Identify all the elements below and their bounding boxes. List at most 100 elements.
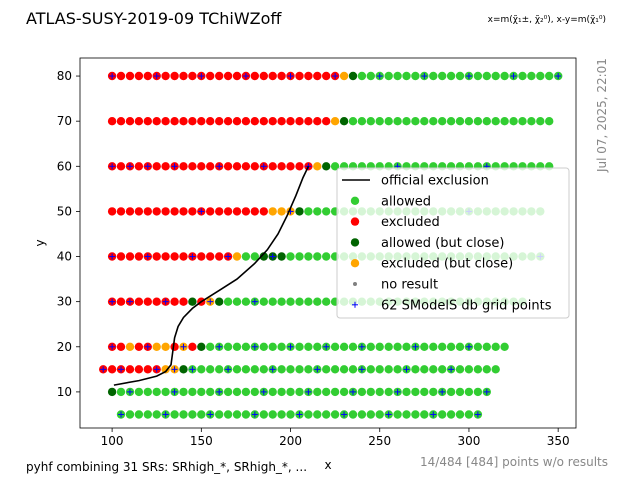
grid-point-marker	[153, 73, 160, 80]
point-allowed	[232, 365, 242, 374]
point-allowed	[143, 387, 152, 397]
grid-point-marker	[305, 388, 312, 395]
point-allowed	[384, 342, 393, 351]
point-excluded	[188, 162, 197, 171]
grid-point-marker	[314, 366, 321, 373]
point-allowed	[339, 342, 349, 351]
legend-label: official exclusion	[381, 174, 489, 189]
point-allowed	[304, 252, 313, 261]
point-allowed	[116, 387, 126, 397]
grid-point-marker	[126, 163, 133, 170]
point-allowed	[348, 410, 358, 419]
y-tick-label: 10	[57, 385, 72, 399]
point-excluded	[143, 365, 152, 374]
point-allowed	[304, 207, 313, 216]
point-excluded	[268, 117, 277, 126]
point-excluded-close	[339, 71, 349, 81]
grid-point-marker	[144, 343, 151, 350]
point-allowed	[375, 365, 384, 374]
point-allowed	[455, 342, 465, 351]
plot-frame	[79, 57, 577, 429]
point-excluded	[179, 117, 188, 126]
grid-point-marker	[144, 163, 151, 170]
point-excluded	[206, 71, 215, 81]
point-allowed	[429, 365, 438, 374]
point-allowed	[500, 342, 509, 351]
point-excluded	[134, 207, 144, 216]
point-allowed	[429, 117, 438, 126]
point-excluded	[170, 297, 179, 306]
point-allowed	[509, 117, 518, 126]
grid-point-marker	[358, 366, 365, 373]
grid-point-marker	[260, 388, 267, 395]
point-excluded	[313, 117, 322, 126]
grid-point-marker	[162, 411, 169, 418]
x-tick-label: 100	[101, 434, 124, 448]
point-allowed	[125, 410, 135, 419]
point-allowed	[348, 365, 358, 374]
grid-points	[100, 73, 562, 418]
point-allowed	[322, 252, 331, 261]
point-excluded	[250, 71, 259, 81]
point-excluded	[116, 207, 126, 216]
grid-point-marker	[465, 343, 472, 350]
point-allowed	[536, 117, 545, 126]
point-allowed	[393, 365, 402, 374]
point-excluded	[241, 117, 251, 126]
legend-label: allowed (but close)	[381, 236, 505, 251]
point-excluded	[179, 71, 188, 81]
point-excluded	[116, 162, 126, 171]
point-excluded	[152, 117, 161, 126]
point-excluded	[188, 71, 197, 81]
point-excluded	[170, 252, 179, 261]
point-allowed	[420, 410, 429, 419]
grid-point-marker	[198, 73, 205, 80]
point-allowed	[170, 410, 179, 419]
point-excluded-close	[330, 117, 340, 126]
point-allowed	[152, 410, 161, 419]
point-excluded	[286, 117, 295, 126]
point-excluded	[152, 162, 161, 171]
point-allowed	[313, 297, 322, 306]
point-allowed	[473, 71, 483, 81]
point-excluded	[134, 297, 144, 306]
point-allowed-close	[348, 71, 358, 81]
point-allowed	[223, 342, 233, 351]
point-allowed	[259, 365, 268, 374]
x-tick-label: 350	[547, 434, 570, 448]
point-excluded	[125, 207, 135, 216]
point-allowed	[313, 342, 322, 351]
point-allowed-close	[107, 387, 117, 397]
legend-item-no-result: no result	[353, 278, 438, 293]
point-allowed	[491, 117, 500, 126]
point-allowed	[482, 365, 491, 374]
point-allowed	[375, 342, 384, 351]
legend-label: excluded (but close)	[381, 257, 513, 272]
point-excluded	[197, 252, 206, 261]
point-allowed	[366, 387, 375, 397]
x-tick-label: 250	[368, 434, 391, 448]
axis-definition-note: x=m(χ̃₁±, χ̃₂⁰), x-y=m(χ̃₁⁰)	[488, 15, 606, 25]
point-allowed	[375, 387, 384, 397]
point-allowed	[366, 117, 375, 126]
point-allowed	[134, 410, 144, 419]
point-allowed	[286, 365, 295, 374]
point-allowed	[206, 365, 215, 374]
grid-point-marker	[260, 163, 267, 170]
point-allowed	[438, 342, 447, 351]
point-excluded	[107, 207, 117, 216]
point-allowed	[446, 410, 456, 419]
point-allowed	[527, 71, 536, 81]
point-allowed-close	[197, 342, 206, 351]
point-allowed-close	[188, 297, 197, 306]
point-allowed	[455, 410, 465, 419]
point-allowed	[304, 365, 313, 374]
legend-label: allowed	[381, 194, 431, 209]
grid-point-marker	[269, 366, 276, 373]
grid-point-marker	[430, 411, 437, 418]
legend-item-excluded-close: excluded (but close)	[350, 257, 513, 272]
point-excluded	[277, 162, 286, 171]
point-allowed	[206, 342, 215, 351]
point-excluded	[152, 207, 161, 216]
point-allowed	[393, 117, 402, 126]
